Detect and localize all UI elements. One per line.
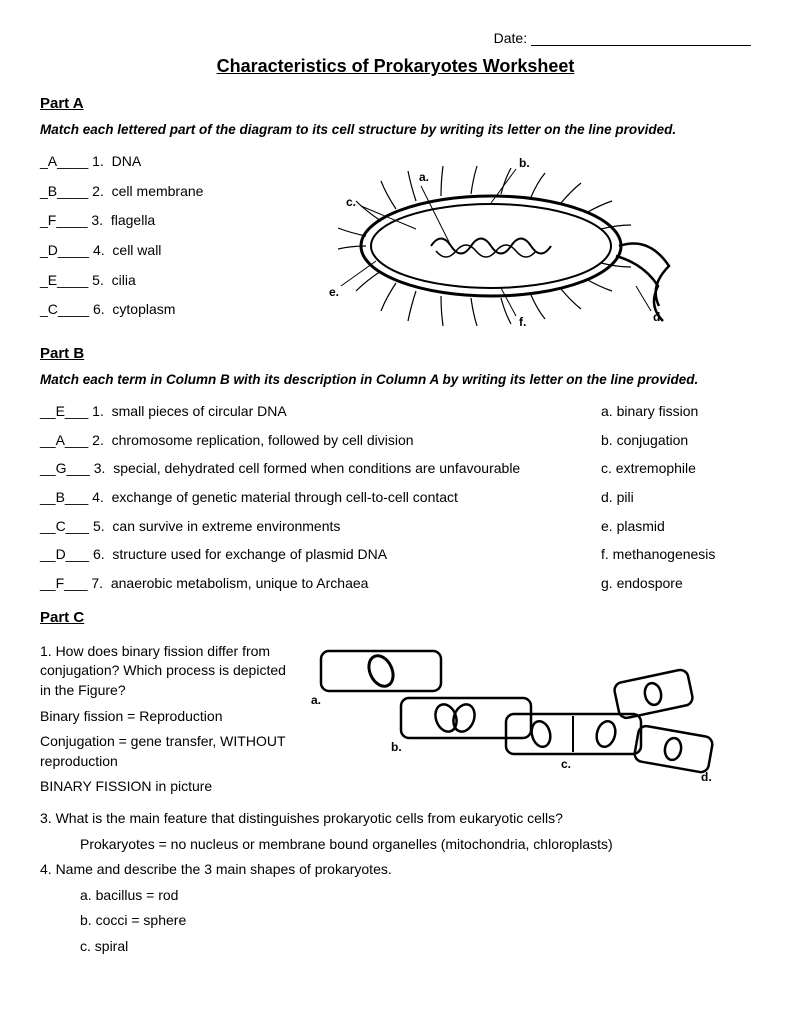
part-c-q1: 1. How does binary fission differ from c… (40, 642, 290, 701)
part-b-ans: __E___ (40, 401, 88, 423)
part-c-q4-item: b. cocci = sphere (80, 911, 751, 931)
part-a-term: cell wall (112, 242, 161, 258)
part-c-q1-ans: Binary fission = Reproduction (40, 707, 290, 727)
diagram-label-e: e. (329, 285, 339, 299)
part-b-num: 4. (92, 489, 104, 505)
part-a-num: 6. (93, 301, 105, 317)
diagram-label-b: b. (519, 156, 530, 170)
part-b-term: a. binary fission (601, 401, 751, 423)
part-c-q4: 4. Name and describe the 3 main shapes o… (40, 860, 751, 880)
part-b-term: b. conjugation (601, 430, 751, 452)
binary-fission-diagram: a. b. c. d. (306, 636, 751, 789)
part-b-num: 1. (92, 403, 104, 419)
part-c-q3: 3. What is the main feature that disting… (40, 809, 751, 829)
part-c-q4-item: c. spiral (80, 937, 751, 957)
part-b-ans: __G___ (40, 458, 90, 480)
bacterium-diagram: a. b. c. e. f. d. (230, 151, 751, 331)
diagram-label-c: c. (346, 195, 356, 209)
part-a-instruction: Match each lettered part of the diagram … (40, 122, 751, 137)
part-a-ans: _D____ (40, 240, 89, 262)
part-b-header: Part B (40, 345, 751, 362)
part-b-desc: special, dehydrated cell formed when con… (113, 460, 520, 476)
part-b-num: 6. (93, 546, 105, 562)
part-a-term: DNA (112, 153, 142, 169)
part-a-ans: _B____ (40, 181, 88, 203)
part-a-header: Part A (40, 95, 751, 112)
part-a-num: 5. (92, 272, 104, 288)
diagram-label-a: a. (419, 170, 429, 184)
part-b-desc: small pieces of circular DNA (112, 403, 287, 419)
part-a-ans: _F____ (40, 210, 87, 232)
date-label: Date: (494, 30, 527, 46)
part-a-ans: _C____ (40, 299, 89, 321)
part-a-term: flagella (111, 212, 155, 228)
part-b-desc: can survive in extreme environments (112, 518, 340, 534)
part-b-ans: __D___ (40, 544, 89, 566)
part-c-q3-ans: Prokaryotes = no nucleus or membrane bou… (80, 835, 751, 855)
part-b-desc: structure used for exchange of plasmid D… (112, 546, 387, 562)
worksheet-title: Characteristics of Prokaryotes Worksheet (40, 56, 751, 77)
part-b-table: __E___ 1. small pieces of circular DNA a.… (40, 401, 751, 595)
part-b-instruction: Match each term in Column B with its des… (40, 372, 751, 387)
part-a-num: 2. (92, 183, 104, 199)
part-c-q1-ans: Conjugation = gene transfer, WITHOUT rep… (40, 732, 290, 771)
part-a-term: cytoplasm (112, 301, 175, 317)
part-b-ans: __B___ (40, 487, 88, 509)
date-line: Date: (40, 30, 751, 46)
date-blank[interactable] (531, 45, 751, 46)
part-a-term: cell membrane (112, 183, 204, 199)
part-b-desc: chromosome replication, followed by cell… (112, 432, 414, 448)
part-b-desc: anaerobic metabolism, unique to Archaea (111, 575, 369, 591)
part-b-term: f. methanogenesis (601, 544, 751, 566)
part-b-term: e. plasmid (601, 516, 751, 538)
part-b-num: 2. (92, 432, 104, 448)
part-b-num: 3. (94, 460, 106, 476)
part-b-ans: __F___ (40, 573, 87, 595)
part-a-num: 1. (92, 153, 104, 169)
part-a-num: 3. (91, 212, 103, 228)
svg-text:d.: d. (701, 770, 712, 784)
part-b-ans: __A___ (40, 430, 88, 452)
part-c-header: Part C (40, 609, 751, 626)
part-c-q1-ans: BINARY FISSION in picture (40, 777, 290, 797)
part-a-ans: _E____ (40, 270, 88, 292)
part-b-ans: __C___ (40, 516, 89, 538)
part-b-term: d. pili (601, 487, 751, 509)
part-b-num: 5. (93, 518, 105, 534)
diagram-label-d: d. (653, 310, 664, 324)
part-b-term: c. extremophile (601, 458, 751, 480)
part-b-term: g. endospore (601, 573, 751, 595)
diagram-label-f: f. (519, 315, 526, 329)
part-b-num: 7. (91, 575, 103, 591)
part-c-q4-item: a. bacillus = rod (80, 886, 751, 906)
part-b-desc: exchange of genetic material through cel… (112, 489, 458, 505)
svg-text:a.: a. (311, 693, 321, 707)
part-a-ans: _A____ (40, 151, 88, 173)
part-a-num: 4. (93, 242, 105, 258)
part-a-list: _A____ 1. DNA _B____ 2. cell membrane _F… (40, 151, 230, 329)
part-a-term: cilia (112, 272, 136, 288)
svg-text:b.: b. (391, 740, 402, 754)
svg-text:c.: c. (561, 757, 571, 771)
